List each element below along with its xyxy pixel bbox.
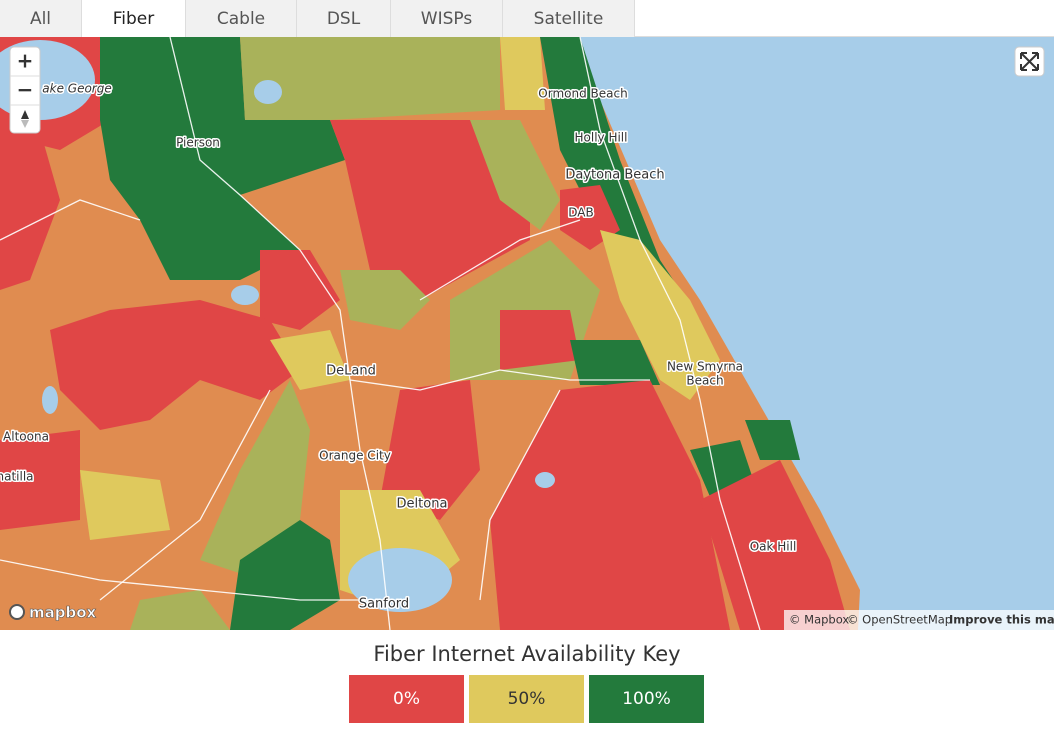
place-label: Deltona: [397, 497, 448, 512]
map[interactable]: ake George Pierson Ormond Beach Holly Hi…: [0, 37, 1054, 630]
tab[interactable]: All: [0, 0, 82, 37]
tab[interactable]: DSL: [297, 0, 391, 37]
place-label: Oak Hill: [750, 540, 797, 554]
attribution-bg: [784, 610, 1054, 630]
roads: [0, 37, 761, 630]
attribution[interactable]: Improve this map: [949, 613, 1054, 627]
logo-text: mapbox: [29, 604, 97, 622]
place-label: DAB: [568, 206, 593, 220]
zoom-in[interactable]: +: [17, 49, 34, 73]
tab[interactable]: Cable: [186, 0, 297, 37]
place-labels: ake George Pierson Ormond Beach Holly Hi…: [0, 80, 798, 613]
place-label: Altoona: [3, 430, 49, 444]
place-label: Sanford: [359, 597, 409, 612]
place-label: natilla: [0, 470, 34, 484]
tab[interactable]: WISPs: [391, 0, 503, 37]
place-label: New Smyrna: [667, 360, 743, 374]
legend-title: Fiber Internet Availability Key: [373, 642, 681, 666]
fullscreen-button[interactable]: [1014, 46, 1045, 77]
zoom-controls: + −: [9, 46, 41, 134]
place-label: Holly Hill: [575, 131, 628, 145]
place-label: DeLand: [326, 364, 376, 379]
legend-item: 100%: [589, 675, 704, 723]
place-label: ake George: [42, 82, 111, 96]
zoom-out[interactable]: −: [17, 78, 34, 102]
attribution[interactable]: © OpenStreetMap: [847, 613, 952, 627]
place-label: Ormond Beach: [538, 87, 627, 101]
attribution[interactable]: © Mapbox: [789, 613, 849, 627]
legend: 0% 50% 100%: [349, 675, 704, 723]
place-label: Beach: [686, 374, 723, 388]
compass[interactable]: [21, 110, 29, 119]
compass-south: [21, 120, 29, 128]
tab-bar: All Fiber Cable DSL WISPs Satellite: [0, 0, 1054, 37]
tab[interactable]: Satellite: [503, 0, 635, 37]
legend-item: 0%: [349, 675, 464, 723]
mapbox-logo[interactable]: mapbox: [9, 603, 97, 622]
place-label: Pierson: [176, 136, 220, 150]
tab[interactable]: Fiber: [82, 0, 186, 37]
legend-item: 50%: [469, 675, 584, 723]
place-label: Daytona Beach: [565, 168, 664, 183]
place-label: Orange City: [319, 449, 391, 463]
